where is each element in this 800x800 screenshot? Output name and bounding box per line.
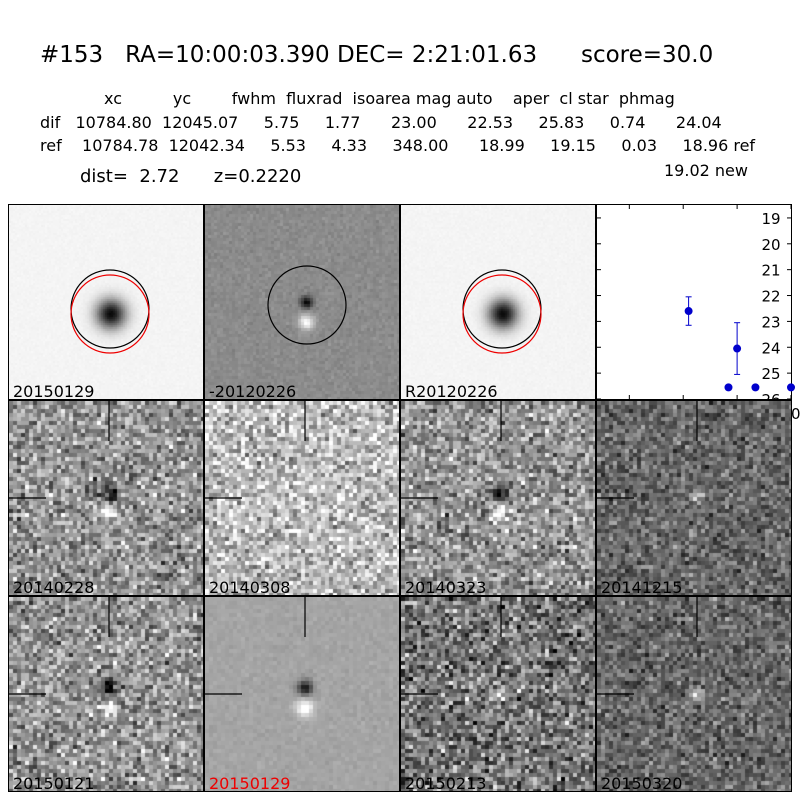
stamp-label: 20140323	[405, 578, 487, 596]
data-point	[724, 383, 733, 392]
stamp-20150320: 20150320	[596, 596, 792, 792]
y-tick-label: 20	[761, 236, 780, 254]
crosshair-marker	[205, 401, 306, 499]
stamp-circles	[462, 269, 542, 354]
stamp-new: 20150129	[8, 204, 204, 400]
stamp-circles	[70, 269, 150, 354]
candidate-title: #153 RA=10:00:03.390 DEC= 2:21:01.63 sco…	[40, 42, 714, 68]
stamp-image	[9, 205, 203, 399]
stamp-image	[205, 205, 399, 399]
data-point	[751, 383, 760, 392]
dist-z: dist= 2.72 z=0.2220	[80, 166, 302, 187]
y-tick-label: 19	[761, 210, 780, 228]
crosshair-marker	[597, 597, 698, 695]
stamp-circles	[267, 265, 347, 345]
stamp-label: R20120226	[405, 382, 498, 400]
stamp-label: 20150129	[13, 382, 95, 400]
stamp-20150213: 20150213	[400, 596, 596, 792]
stamp-label: 20140228	[13, 578, 95, 596]
ref-row: ref 10784.78 12042.34 5.53 4.33 348.00 1…	[40, 136, 756, 155]
crosshair-marker	[401, 401, 502, 499]
crosshair-marker	[9, 597, 110, 695]
stamp-label: 20150129	[209, 774, 291, 792]
stamp-label: 20150213	[405, 774, 487, 792]
stamp-label: 20150121	[13, 774, 95, 792]
stamp-20141215: 20141215	[596, 400, 792, 596]
data-point	[733, 344, 742, 353]
stamp-label: -20120226	[209, 382, 297, 400]
stamp-20140308: 20140308	[204, 400, 400, 596]
crosshair-marker	[597, 401, 698, 499]
column-headers: xc yc fwhm fluxrad isoarea mag auto aper…	[104, 89, 675, 108]
stamp-ref: R20120226	[400, 204, 596, 400]
new-mag: 19.02 new	[664, 161, 748, 180]
stamp-label: 20140308	[209, 578, 291, 596]
y-tick-label: 21	[761, 262, 780, 280]
stamp-20140228: 20140228	[8, 400, 204, 596]
y-tick-label: 22	[761, 288, 780, 306]
y-tick-label: 23	[761, 313, 780, 331]
data-point	[787, 383, 795, 392]
stamp-label: 20141215	[601, 578, 683, 596]
data-point	[684, 307, 693, 316]
stamp-image	[401, 205, 595, 399]
crosshair-marker	[9, 401, 110, 499]
stamp-diff: -20120226	[204, 204, 400, 400]
dif-row: dif 10784.80 12045.07 5.75 1.77 23.00 22…	[40, 113, 722, 132]
y-tick-label: 24	[761, 339, 780, 357]
stamp-20150129: 20150129	[204, 596, 400, 792]
stamp-20150121: 20150121	[8, 596, 204, 792]
stamp-20140323: 20140323	[400, 400, 596, 596]
crosshair-marker	[401, 597, 502, 695]
crosshair-marker	[205, 597, 306, 695]
y-tick-label: 25	[761, 365, 780, 383]
stamp-label: 20150320	[601, 774, 683, 792]
